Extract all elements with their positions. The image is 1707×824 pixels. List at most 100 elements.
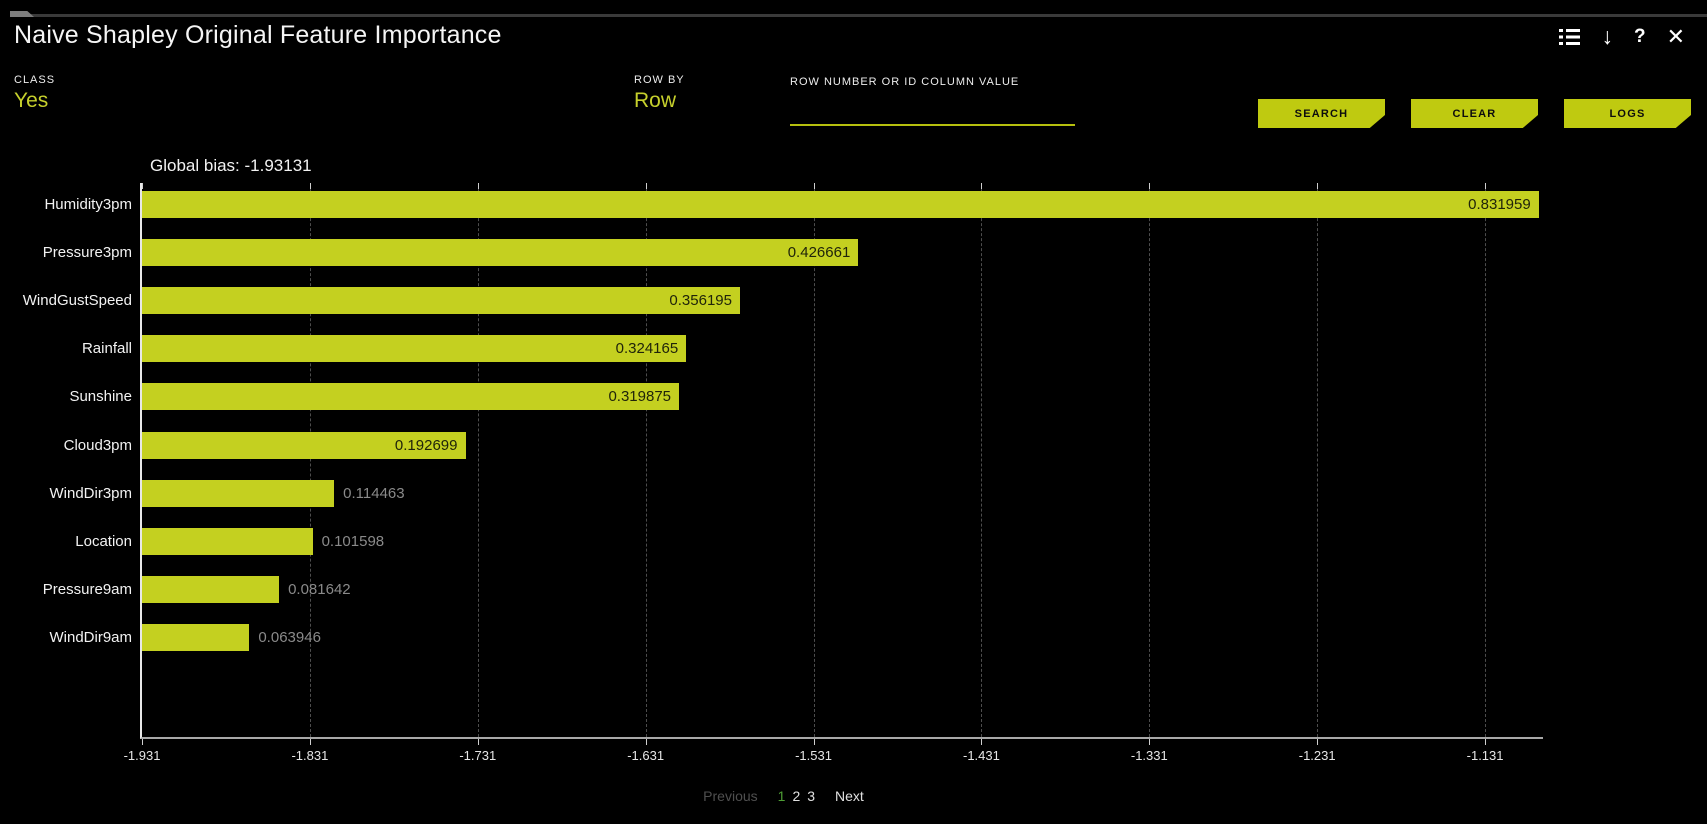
bar-row: Rainfall 0.324165 [82, 335, 1543, 363]
bar[interactable]: 0.324165 [142, 335, 687, 363]
bar-row: WindDir9am 0.063946 [49, 624, 1543, 652]
bar-value: 0.319875 [608, 388, 672, 406]
axis-tick [981, 739, 983, 745]
bar-value: 0.063946 [258, 629, 321, 647]
bar-label: Location [75, 532, 132, 550]
bar[interactable]: 0.831959 [142, 190, 1539, 218]
axis-tick [1485, 183, 1487, 189]
bar-value: 0.426661 [787, 243, 851, 261]
page-title: Naive Shapley Original Feature Importanc… [14, 21, 502, 49]
pagination-previous[interactable]: Previous [703, 788, 758, 804]
bar[interactable]: 0.319875 [142, 383, 680, 411]
x-axis-tick-label: -1.431 [962, 748, 1000, 763]
bar[interactable] [142, 576, 280, 604]
help-icon[interactable]: ? [1633, 26, 1646, 47]
pagination-page-2[interactable]: 2 [792, 788, 801, 804]
axis-tick [813, 183, 815, 189]
axis-tick [1485, 739, 1487, 745]
x-axis-tick-label: -1.931 [123, 748, 161, 763]
close-icon[interactable]: ✕ [1666, 23, 1685, 49]
row-by-value[interactable]: Row [634, 89, 677, 112]
axis-tick [309, 183, 311, 189]
bar-value: 0.081642 [288, 581, 351, 599]
top-divider [10, 11, 1707, 17]
bar[interactable]: 0.192699 [142, 431, 466, 459]
bar-row: Humidity3pm 0.831959 [44, 190, 1543, 218]
bar-label: Pressure3pm [42, 243, 132, 261]
gridline [981, 183, 983, 737]
pagination-page-3[interactable]: 3 [807, 788, 816, 804]
clear-button[interactable]: CLEAR [1411, 99, 1538, 128]
x-axis-tick-label: -1.231 [1298, 748, 1336, 763]
gridline [477, 183, 479, 737]
download-icon[interactable]: ↓ [1601, 23, 1613, 49]
class-value[interactable]: Yes [14, 89, 49, 112]
axis-tick [477, 183, 479, 189]
pagination-page-1[interactable]: 1 [777, 788, 786, 804]
bar-value: 0.324165 [615, 340, 679, 358]
pagination-next[interactable]: Next [835, 788, 864, 804]
row-input-group: ROW NUMBER OR ID COLUMN VALUE [790, 76, 1075, 126]
filter-list-icon[interactable] [1559, 28, 1581, 45]
gridline [813, 183, 815, 737]
row-by-label: ROW BY [634, 74, 685, 86]
axis-tick [1149, 739, 1151, 745]
gridline [645, 183, 647, 737]
bar-row: Cloud3pm 0.192699 [64, 431, 1543, 459]
axis-tick [142, 739, 143, 745]
row-number-input[interactable] [790, 102, 1075, 126]
top-tab [10, 11, 34, 17]
axis-tick [309, 739, 311, 745]
axis-tick [981, 183, 983, 189]
bar-value: 0.101598 [321, 532, 385, 550]
bar-label: Sunshine [69, 388, 132, 406]
axis-tick [645, 183, 647, 189]
bar-row: Pressure9am 0.081642 [43, 576, 1543, 604]
gridline [1317, 183, 1319, 737]
bar-label: WindDir3pm [49, 484, 132, 502]
bar[interactable]: 0.426661 [142, 238, 859, 266]
gridline [1485, 183, 1487, 737]
bar[interactable] [142, 527, 313, 555]
axis-tick [1317, 183, 1319, 189]
bar-row: WindDir3pm 0.114463 [49, 479, 1543, 507]
bar-label: Humidity3pm [44, 195, 132, 213]
axis-tick [142, 183, 143, 189]
logs-button[interactable]: LOGS [1564, 99, 1691, 128]
bar-label: Cloud3pm [63, 436, 132, 454]
search-button[interactable]: SEARCH [1258, 99, 1385, 128]
row-by-group: ROW BY Row [634, 74, 685, 113]
x-axis-tick-label: -1.331 [1130, 748, 1168, 763]
bar[interactable]: 0.356195 [142, 286, 740, 314]
bar-value: 0.831959 [1468, 195, 1531, 213]
bar-value: 0.356195 [669, 291, 732, 309]
bar-label: Rainfall [81, 340, 132, 358]
bar-value: 0.192699 [394, 436, 458, 454]
x-axis-tick-label: -1.831 [291, 748, 329, 763]
bar-row: WindGustSpeed 0.356195 [23, 286, 1543, 314]
x-axis-tick-label: -1.131 [1466, 748, 1504, 763]
bar-row: Pressure3pm 0.426661 [43, 238, 1543, 266]
header-icon-bar: ↓ ? ✕ [1559, 25, 1685, 48]
bar-label: WindDir9am [49, 629, 132, 647]
class-group: CLASS Yes [14, 74, 55, 113]
bar-value: 0.114463 [343, 484, 405, 502]
gridline [1149, 183, 1151, 737]
row-input-label: ROW NUMBER OR ID COLUMN VALUE [790, 76, 1020, 88]
global-bias-label: Global bias: -1.93131 [150, 156, 312, 175]
bar[interactable] [142, 624, 250, 652]
bar-row: Location 0.101598 [75, 527, 1543, 555]
controls-row: CLASS Yes ROW BY Row ROW NUMBER OR ID CO… [0, 70, 1707, 132]
axis-tick [645, 739, 647, 745]
bar-label: Pressure9am [42, 581, 132, 599]
action-buttons: SEARCH CLEAR LOGS [1258, 99, 1691, 128]
class-label: CLASS [14, 74, 56, 86]
x-axis-tick-label: -1.531 [795, 748, 832, 763]
bar[interactable] [142, 479, 335, 507]
x-axis-tick-label: -1.631 [627, 748, 665, 763]
axis-tick [813, 739, 815, 745]
plot-area: -1.931 -1.831 -1.731 -1.631 -1.531 -1.431 -1.3… [23, 183, 1543, 763]
